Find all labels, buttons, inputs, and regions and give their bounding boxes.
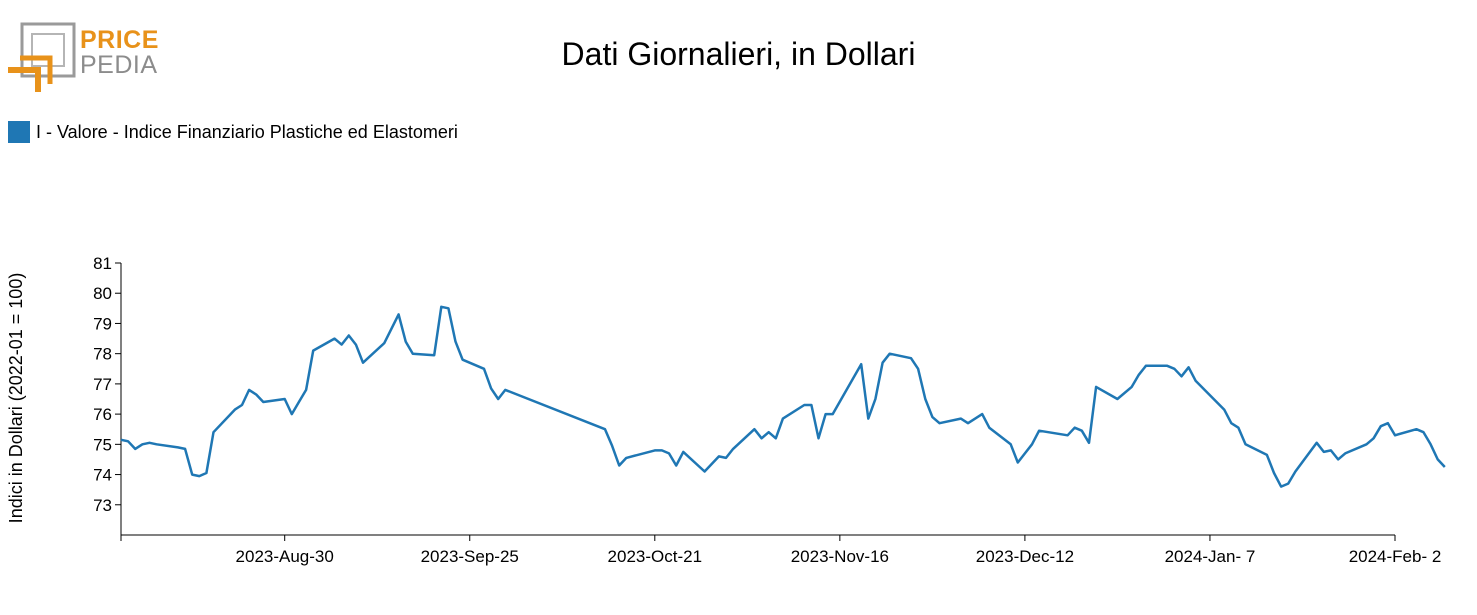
y-tick-label: 77 xyxy=(93,375,112,394)
x-tick-label: 2023-Nov-16 xyxy=(791,547,889,566)
logo-text-pedia: PEDIA xyxy=(80,51,158,79)
x-tick-label: 2023-Oct-21 xyxy=(608,547,703,566)
y-axis-title: Indici in Dollari (2022-01 = 100) xyxy=(6,273,26,524)
pricepedia-logo xyxy=(8,22,168,94)
x-tick-label: 2024-Feb- 2 xyxy=(1349,547,1442,566)
logo-mark-icon xyxy=(8,22,76,92)
y-tick-label: 75 xyxy=(93,435,112,454)
y-tick-label: 80 xyxy=(93,284,112,303)
y-axis-ticks: 73 74 75 76 77 78 79 80 81 xyxy=(93,254,121,515)
y-tick-label: 79 xyxy=(93,314,112,333)
legend-swatch xyxy=(8,121,30,143)
y-tick-label: 78 xyxy=(93,345,112,364)
x-tick-label: 2023-Aug-30 xyxy=(236,547,334,566)
y-tick-label: 76 xyxy=(93,405,112,424)
axes xyxy=(120,263,1395,536)
x-tick-label: 2023-Dec-12 xyxy=(976,547,1074,566)
x-tick-label: 2024-Jan- 7 xyxy=(1165,547,1256,566)
x-axis-ticks: 2023-Aug-30 2023-Sep-25 2023-Oct-21 2023-No… xyxy=(120,535,1442,566)
legend[interactable]: I - Valore - Indice Finanziario Plastich… xyxy=(8,121,458,143)
x-tick-label: 2023-Sep-25 xyxy=(421,547,519,566)
y-tick-label: 73 xyxy=(93,496,112,515)
y-tick-label: 81 xyxy=(93,254,112,273)
y-tick-label: 74 xyxy=(93,466,112,485)
chart-title: Dati Giornalieri, in Dollari xyxy=(561,36,916,72)
logo-text-price: PRICE xyxy=(80,26,159,54)
series-line xyxy=(120,305,1446,488)
legend-label: I - Valore - Indice Finanziario Plastich… xyxy=(36,121,458,142)
series-group xyxy=(120,305,1446,488)
